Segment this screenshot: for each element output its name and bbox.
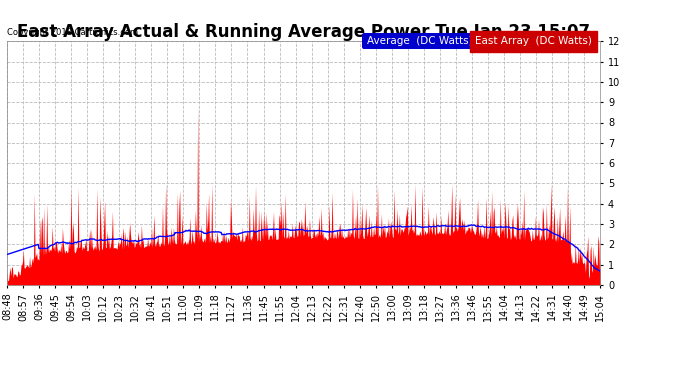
Text: Copyright 2018 Cartronics.com: Copyright 2018 Cartronics.com <box>7 28 138 37</box>
Title: East Array Actual & Running Average Power Tue Jan 23 15:07: East Array Actual & Running Average Powe… <box>17 23 590 41</box>
Legend: Average  (DC Watts), East Array  (DC Watts): Average (DC Watts), East Array (DC Watts… <box>362 33 595 49</box>
